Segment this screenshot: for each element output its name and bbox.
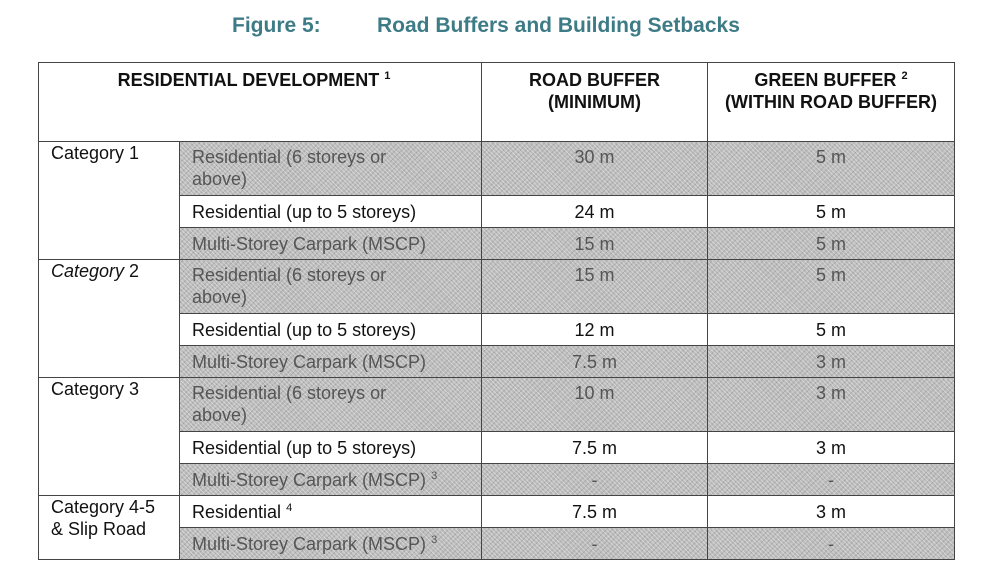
table-row: Multi-Storey Carpark (MSCP) 3--: [39, 463, 955, 496]
green-buffer-cell: 3 m: [707, 377, 955, 432]
development-type-cell: Residential (6 storeys or above): [179, 377, 482, 432]
development-type-cell: Residential (6 storeys or above): [179, 141, 482, 196]
green-buffer-cell: 5 m: [707, 259, 955, 314]
header-development-label: RESIDENTIAL DEVELOPMENT: [117, 70, 380, 90]
development-type-footnote: 4: [286, 502, 293, 514]
development-type-footnote: 3: [431, 470, 438, 482]
table-body: Category 1 Residential (6 storeys or abov…: [38, 141, 955, 560]
table-row: Category 2 Residential (6 storeys or abov…: [38, 259, 955, 378]
buffer-table: RESIDENTIAL DEVELOPMENT 1 ROAD BUFFER (M…: [38, 62, 955, 560]
figure-number: Figure 5:: [232, 14, 321, 37]
development-type-label: Multi-Storey Carpark (MSCP): [192, 534, 427, 554]
green-buffer-cell: 5 m: [707, 141, 955, 196]
header-green-buffer: GREEN BUFFER 2 (WITHIN ROAD BUFFER): [707, 62, 955, 142]
category-label: Category 3: [51, 379, 140, 399]
header-development: RESIDENTIAL DEVELOPMENT 1: [38, 62, 482, 142]
category-label: Category 1: [51, 143, 140, 163]
development-type-cell: Residential (up to 5 storeys): [179, 195, 482, 228]
development-type-cell: Residential 4: [179, 495, 482, 528]
development-type-label: Residential (up to 5 storeys): [192, 438, 417, 458]
road-buffer-cell: 15 m: [481, 227, 708, 260]
figure-title: Figure 5: Road Buffers and Building Setb…: [0, 10, 1000, 40]
header-road-buffer: ROAD BUFFER (MINIMUM): [481, 62, 708, 142]
road-buffer-cell: 7.5 m: [481, 431, 708, 464]
category-label: Category 4-5 & Slip Road: [51, 497, 156, 539]
header-green-buffer-sub: (WITHIN ROAD BUFFER): [725, 92, 937, 112]
header-green-buffer-footnote: 2: [901, 70, 908, 82]
development-type-cell: Multi-Storey Carpark (MSCP) 3: [179, 527, 482, 560]
green-buffer-cell: 3 m: [707, 345, 955, 378]
road-buffer-cell: -: [481, 463, 708, 496]
road-buffer-cell: 15 m: [481, 259, 708, 314]
category-cell: Category 4-5 & Slip Road: [38, 495, 180, 560]
development-type-label: Residential (up to 5 storeys): [192, 202, 417, 222]
development-type-label: Multi-Storey Carpark (MSCP): [192, 352, 427, 372]
category-label: 2: [124, 261, 140, 281]
development-type-label: Multi-Storey Carpark (MSCP): [192, 234, 427, 254]
development-type-label: Residential (6 storeys or above): [192, 147, 387, 189]
development-type-label: Residential (6 storeys or above): [192, 265, 387, 307]
development-type-cell: Residential (up to 5 storeys): [179, 431, 482, 464]
green-buffer-cell: 5 m: [707, 313, 955, 346]
green-buffer-cell: 3 m: [707, 431, 955, 464]
road-buffer-cell: 10 m: [481, 377, 708, 432]
category-cell: Category 2: [38, 259, 180, 378]
table-row: Multi-Storey Carpark (MSCP) 3--: [39, 527, 955, 560]
header-development-footnote: 1: [384, 70, 391, 82]
development-type-footnote: 3: [431, 534, 438, 546]
development-type-cell: Multi-Storey Carpark (MSCP): [179, 227, 482, 260]
header-green-buffer-label: GREEN BUFFER: [754, 70, 897, 90]
road-buffer-cell: 7.5 m: [481, 345, 708, 378]
header-road-buffer-label: ROAD BUFFER (MINIMUM): [529, 70, 660, 112]
green-buffer-cell: 3 m: [707, 495, 955, 528]
development-type-cell: Multi-Storey Carpark (MSCP) 3: [179, 463, 482, 496]
green-buffer-cell: -: [707, 463, 955, 496]
figure-caption: Road Buffers and Building Setbacks: [377, 14, 740, 37]
category-cell: Category 3: [38, 377, 180, 496]
category-cell: Category 1: [38, 141, 180, 260]
table-row: Category 3 Residential (6 storeys or abov…: [38, 377, 955, 496]
road-buffer-cell: 30 m: [481, 141, 708, 196]
development-type-label: Multi-Storey Carpark (MSCP): [192, 470, 427, 490]
road-buffer-cell: 24 m: [481, 195, 708, 228]
development-type-label: Residential: [192, 502, 282, 522]
green-buffer-cell: 5 m: [707, 227, 955, 260]
category-label-italic: Category: [51, 261, 125, 281]
development-type-cell: Residential (up to 5 storeys): [179, 313, 482, 346]
road-buffer-cell: 12 m: [481, 313, 708, 346]
road-buffer-cell: -: [481, 527, 708, 560]
development-type-label: Residential (up to 5 storeys): [192, 320, 417, 340]
green-buffer-cell: 5 m: [707, 195, 955, 228]
development-type-cell: Multi-Storey Carpark (MSCP): [179, 345, 482, 378]
road-buffer-cell: 7.5 m: [481, 495, 708, 528]
development-type-cell: Residential (6 storeys or above): [179, 259, 482, 314]
table-row: Category 4-5 & Slip Road Residential 4 7.5…: [38, 495, 955, 560]
table-row: Category 1 Residential (6 storeys or abov…: [38, 141, 955, 260]
header-row: RESIDENTIAL DEVELOPMENT 1 ROAD BUFFER (M…: [38, 62, 955, 142]
green-buffer-cell: -: [707, 527, 955, 560]
development-type-label: Residential (6 storeys or above): [192, 383, 387, 425]
